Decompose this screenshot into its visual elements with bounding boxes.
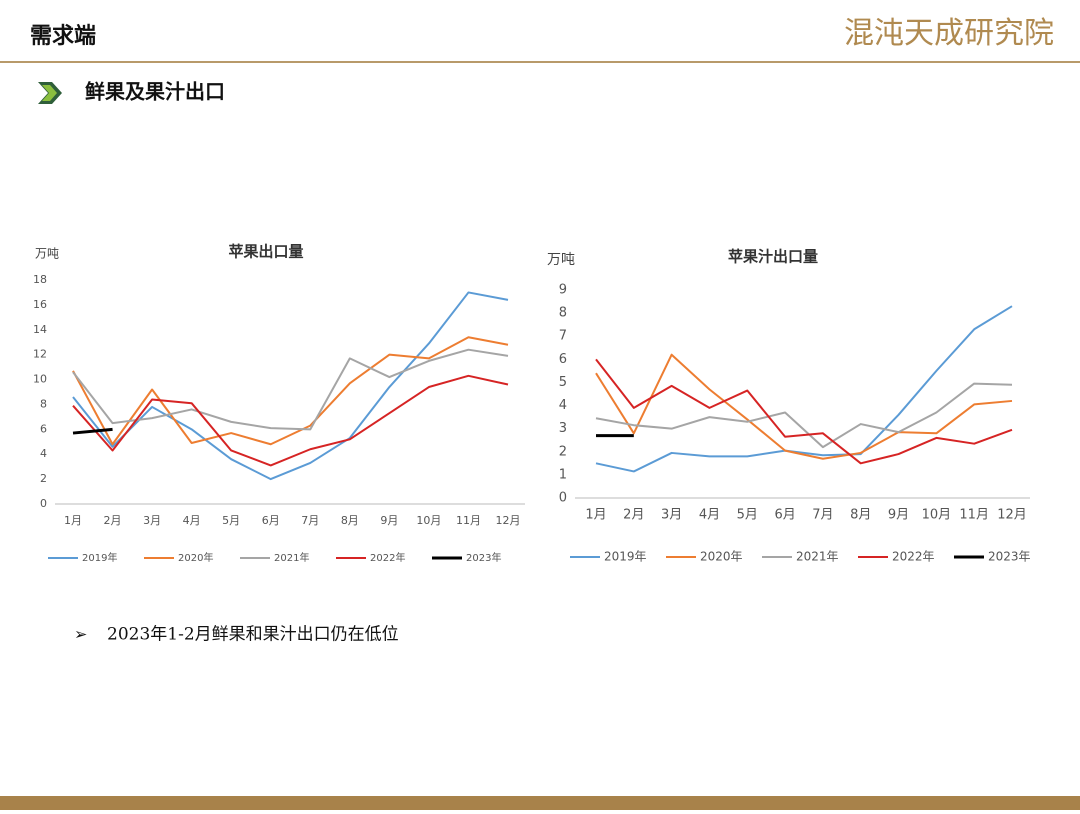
series-line: [72, 336, 509, 446]
x-tick-label: 1月: [64, 514, 82, 527]
x-tick-label: 2月: [623, 508, 644, 523]
x-tick-label: 8月: [850, 508, 871, 523]
y-tick-label: 12: [33, 348, 47, 361]
series-line: [72, 374, 509, 467]
y-tick-label: 10: [33, 373, 47, 386]
y-tick-label: 2: [559, 444, 567, 459]
legend-label: 2020年: [700, 550, 743, 564]
chart-title: 苹果汁出口量: [728, 248, 818, 266]
x-tick-label: 1月: [585, 508, 606, 523]
chart-title: 苹果出口量: [228, 243, 303, 261]
y-tick-label: 4: [40, 447, 47, 460]
series-line: [595, 353, 1013, 460]
y-tick-label: 8: [40, 397, 47, 410]
y-tick-label: 14: [33, 323, 47, 336]
y-tick-label: 9: [559, 283, 567, 298]
section-icon-inner: [42, 85, 57, 101]
x-tick-label: 6月: [774, 508, 795, 523]
x-tick-label: 10月: [416, 514, 441, 527]
x-tick-label: 8月: [341, 514, 359, 527]
legend-label: 2021年: [274, 551, 309, 564]
footer-bar: [0, 796, 1080, 810]
y-tick-label: 6: [559, 352, 567, 367]
y-tick-label: 0: [40, 497, 47, 510]
logo: 混沌天成研究院: [844, 16, 1054, 51]
y-tick-label: 6: [40, 422, 47, 435]
x-tick-label: 6月: [262, 514, 280, 527]
legend-label: 2020年: [178, 551, 213, 564]
x-tick-label: 5月: [737, 508, 758, 523]
legend-label: 2019年: [82, 551, 117, 564]
x-tick-label: 12月: [496, 514, 521, 527]
bullet-mark: ➢: [74, 625, 87, 644]
x-tick-label: 9月: [380, 514, 398, 527]
y-tick-label: 18: [33, 273, 47, 286]
y-axis-unit: 万吨: [35, 247, 59, 261]
y-tick-label: 3: [559, 421, 567, 436]
legend-label: 2019年: [604, 550, 647, 564]
y-tick-label: 7: [559, 329, 567, 344]
legend-label: 2023年: [988, 550, 1031, 564]
y-tick-label: 4: [559, 398, 567, 413]
series-line: [595, 358, 1013, 465]
y-tick-label: 1: [559, 467, 567, 482]
y-tick-label: 8: [559, 306, 567, 321]
series-line: [72, 348, 509, 431]
legend-label: 2022年: [892, 550, 935, 564]
y-tick-label: 2: [40, 472, 47, 485]
x-tick-label: 11月: [959, 508, 989, 523]
bullet-text: 2023年1-2月鲜果和果汁出口仍在低位: [107, 625, 399, 645]
slide-title: 需求端: [30, 24, 96, 49]
series-line: [595, 382, 1013, 449]
x-tick-label: 4月: [183, 514, 201, 527]
x-tick-label: 10月: [922, 508, 952, 523]
x-tick-label: 3月: [661, 508, 682, 523]
series-line: [72, 427, 113, 435]
legend-label: 2022年: [370, 551, 405, 564]
x-tick-label: 4月: [699, 508, 720, 523]
x-tick-label: 5月: [222, 514, 240, 527]
legend-label: 2023年: [466, 551, 501, 564]
x-tick-label: 2月: [104, 514, 122, 527]
x-tick-label: 12月: [997, 508, 1027, 523]
legend-label: 2021年: [796, 550, 839, 564]
section-title: 鲜果及果汁出口: [85, 80, 225, 104]
x-tick-label: 11月: [456, 514, 481, 527]
y-tick-label: 0: [559, 491, 567, 506]
x-tick-label: 7月: [812, 508, 833, 523]
x-tick-label: 3月: [143, 514, 161, 527]
y-axis-unit: 万吨: [547, 252, 575, 268]
y-tick-label: 16: [33, 298, 47, 311]
series-line: [595, 305, 1013, 473]
series-line: [72, 291, 509, 481]
x-tick-label: 7月: [301, 514, 319, 527]
y-tick-label: 5: [559, 375, 567, 390]
x-tick-label: 9月: [888, 508, 909, 523]
